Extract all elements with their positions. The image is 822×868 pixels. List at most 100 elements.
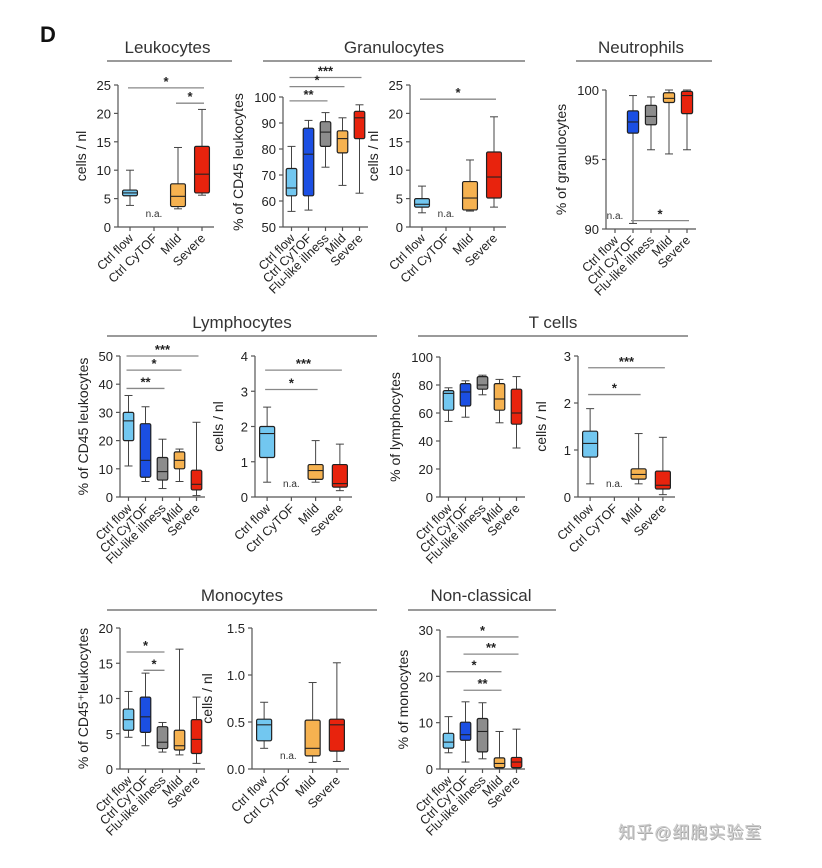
chart-gran-count-ytick-label: 20 <box>389 106 403 121</box>
group-title-neutrophils: Neutrophils <box>598 38 684 57</box>
group-title-leukocytes: Leukocytes <box>124 38 211 57</box>
chart-gran-count-sig-label: * <box>455 85 461 100</box>
group-rule-monocytes <box>107 609 377 611</box>
chart-tcell-count-ytick-label: 1 <box>564 443 571 458</box>
chart-neut-pct-box <box>644 104 658 126</box>
chart-nonclass-pct-sig-label: ** <box>477 676 488 691</box>
chart-gran-pct-ylabel: % of CD45 leukocytes <box>230 93 246 231</box>
chart-gran-pct-ytick-label: 90 <box>262 116 276 131</box>
watermark: 知乎@细胞实验室 <box>618 823 763 842</box>
chart-gran-count-box <box>461 180 479 211</box>
chart-lymph-pct-ytick-label: 20 <box>99 434 113 449</box>
group-title-non-classical: Non-classical <box>430 586 532 605</box>
chart-leuk-count-ylabel: cells / nl <box>73 131 89 182</box>
chart-tcell-pct-ytick-label: 80 <box>419 378 433 393</box>
chart-lymph-pct-box <box>139 423 152 478</box>
chart-mono-pct-box <box>173 729 186 751</box>
chart-tcell-pct-box <box>476 376 489 390</box>
chart-lymph-count-ytick-label: 3 <box>241 384 248 399</box>
chart-lymph-count-box <box>331 463 348 488</box>
chart-mono-count-na-label: n.a. <box>280 751 297 762</box>
chart-mono-count-ylabel: cells / nl <box>199 673 215 724</box>
chart-neut-pct-ytick-label: 90 <box>585 222 599 237</box>
chart-leuk-count-na-label: n.a. <box>146 209 163 220</box>
chart-leuk-count-ytick-label: 5 <box>104 192 111 207</box>
chart-mono-pct-sig-label: * <box>151 656 157 671</box>
group-rule-granulocytes <box>263 60 525 62</box>
group-rule-non-classical <box>408 609 556 611</box>
chart-leuk-count-sig-label: * <box>187 89 193 104</box>
chart-tcell-count-sig-label: * <box>612 381 618 396</box>
chart-neut-pct-ytick-label: 95 <box>585 153 599 168</box>
chart-mono-count-ytick-label: 1.0 <box>227 668 245 683</box>
chart-tcell-count-ytick-label: 3 <box>564 349 571 364</box>
chart-gran-pct-ytick-label: 100 <box>254 90 276 105</box>
chart-tcell-count-box <box>582 430 599 458</box>
chart-lymph-pct-sig-label: *** <box>155 342 171 357</box>
chart-nonclass-pct-box <box>493 757 506 769</box>
chart-neut-pct-ytick-label: 100 <box>577 83 599 98</box>
chart-nonclass-pct-ytick-label: 10 <box>419 716 433 731</box>
chart-neut-pct-box <box>662 92 676 104</box>
chart-nonclass-pct-sig-label: ** <box>486 640 497 655</box>
chart-lymph-count-box <box>307 463 324 480</box>
group-title-monocytes: Monocytes <box>200 586 284 605</box>
chart-tcell-pct-box <box>510 388 523 425</box>
chart-tcell-pct-ytick-label: 20 <box>419 462 433 477</box>
chart-leuk-count-ytick-label: 25 <box>97 78 111 93</box>
chart-gran-pct-ytick-label: 80 <box>262 142 276 157</box>
group-title-granulocytes: Granulocytes <box>343 38 445 57</box>
chart-lymph-pct-sig-label: ** <box>140 374 151 389</box>
chart-gran-pct-box <box>302 127 315 197</box>
chart-gran-pct-box <box>353 110 366 140</box>
chart-leuk-count-ytick-label: 15 <box>97 135 111 150</box>
group-rule-neutrophils <box>576 60 712 62</box>
chart-lymph-pct-ytick-label: 30 <box>99 405 113 420</box>
chart-leuk-count-box <box>193 145 211 194</box>
chart-leuk-count-box <box>169 183 187 208</box>
chart-lymph-count-ytick-label: 2 <box>241 420 248 435</box>
group-rule-leukocytes <box>107 60 232 62</box>
chart-mono-count-ytick-label: 0.0 <box>227 762 245 777</box>
chart-nonclass-pct-box <box>442 732 455 749</box>
chart-gran-count-ytick-label: 15 <box>389 135 403 150</box>
chart-neut-pct-box <box>680 90 694 115</box>
chart-lymph-count-ytick-label: 0 <box>241 490 248 505</box>
chart-tcell-count-ytick-label: 2 <box>564 396 571 411</box>
chart-lymph-pct-ytick-label: 50 <box>99 349 113 364</box>
chart-gran-pct-sig-label: ** <box>303 87 314 102</box>
chart-mono-pct-box <box>139 696 152 733</box>
chart-nonclass-pct-ytick-label: 20 <box>419 669 433 684</box>
chart-lymph-count-ytick-label: 4 <box>241 349 248 364</box>
chart-lymph-pct-box <box>122 411 135 442</box>
group-rule-lymphocytes <box>107 335 377 337</box>
chart-lymph-pct-ylabel: % of CD45 leukocytes <box>75 358 91 496</box>
chart-nonclass-pct-ylabel: % of monocytes <box>395 650 411 750</box>
chart-gran-pct-ytick-label: 70 <box>262 168 276 183</box>
chart-nonclass-pct-ytick-label: 0 <box>426 762 433 777</box>
chart-tcell-pct-ytick-label: 100 <box>411 350 433 365</box>
chart-lymph-pct-sig-label: * <box>151 356 157 371</box>
chart-mono-count-ytick-label: 0.5 <box>227 715 245 730</box>
chart-lymph-pct-ytick-label: 40 <box>99 377 113 392</box>
chart-tcell-count-sig-label: *** <box>619 354 635 369</box>
chart-gran-count-ytick-label: 5 <box>396 192 403 207</box>
chart-lymph-count-sig-label: *** <box>296 356 312 371</box>
chart-nonclass-pct-box <box>459 721 472 741</box>
chart-mono-count-box <box>304 719 321 757</box>
chart-lymph-count-ytick-label: 1 <box>241 455 248 470</box>
chart-mono-pct-ylabel: % of CD45⁺leukocytes <box>75 628 91 769</box>
chart-leuk-count-sig-label: * <box>163 74 169 89</box>
chart-gran-count-box <box>485 151 503 199</box>
chart-mono-pct-ytick-label: 5 <box>106 727 113 742</box>
chart-nonclass-pct-sig-label: * <box>471 658 477 673</box>
group-title-t-cells: T cells <box>528 313 578 332</box>
chart-gran-pct-sig-label: * <box>314 73 320 88</box>
chart-neut-pct-ylabel: % of granulocytes <box>553 104 569 215</box>
chart-leuk-count-ytick-label: 0 <box>104 220 111 235</box>
chart-mono-pct-box <box>190 719 203 755</box>
chart-gran-pct-ytick-label: 50 <box>262 220 276 235</box>
group-title-lymphocytes: Lymphocytes <box>192 313 292 332</box>
chart-mono-pct-ytick-label: 0 <box>106 762 113 777</box>
